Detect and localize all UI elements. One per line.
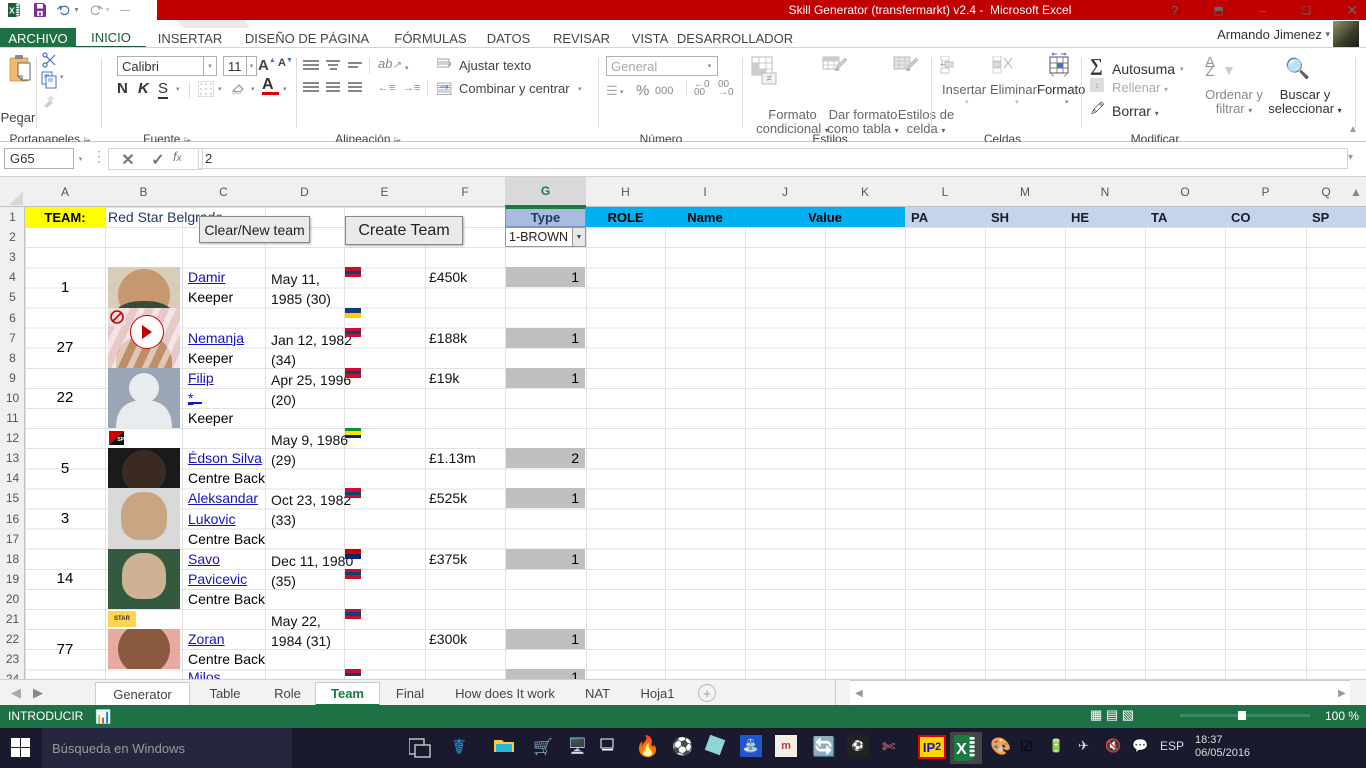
svg-text:X: X <box>9 6 15 16</box>
svg-text:≠: ≠ <box>766 74 772 85</box>
svg-text:X: X <box>956 741 967 758</box>
svg-text:SPFC: SPFC <box>117 437 131 443</box>
